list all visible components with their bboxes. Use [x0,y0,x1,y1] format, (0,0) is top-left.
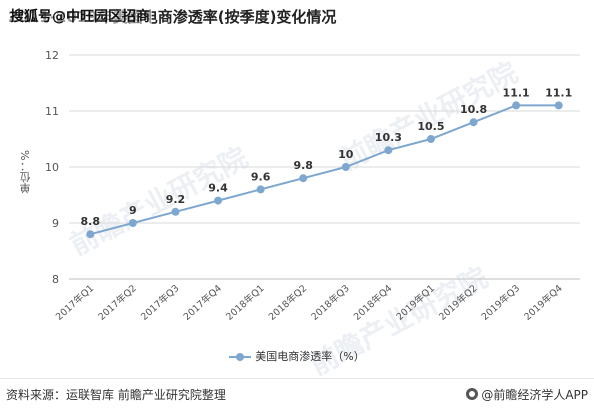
source-watermark: 搜狐号@中旺园区招商 [8,6,152,26]
credit-icon [466,388,479,400]
data-point [384,146,393,155]
data-point [554,101,563,110]
y-tick-label: 12 [45,49,59,62]
data-point [512,101,521,110]
legend-swatch [229,352,252,362]
data-label: 11.1 [545,86,572,99]
data-point [469,118,478,127]
data-point [426,135,435,143]
x-tick-label: 2018年Q2 [266,282,309,323]
data-label: 9.6 [251,170,271,183]
data-label: 10 [338,148,354,161]
footer: 资料来源：运联智库 前瞻产业研究院整理 @前瞻经济学人APP [0,378,594,412]
data-label: 9.2 [166,193,186,206]
data-label: 10.8 [460,103,487,116]
x-tick-label: 2019年Q2 [436,282,479,323]
y-axis-label: 单位：% [19,150,32,194]
x-tick-label: 2019年Q3 [479,282,522,323]
y-tick-label: 11 [45,105,59,118]
x-tick-label: 2017年Q2 [96,282,139,323]
y-tick-label: 9 [52,217,59,230]
x-tick-label: 2018年Q4 [351,282,394,323]
data-point [299,174,308,183]
credit-text: @前瞻经济学人APP [466,386,588,403]
y-tick-label: 10 [45,161,59,174]
data-point [128,219,137,227]
x-tick-label: 2019年Q4 [522,282,565,323]
x-tick-label: 2018年Q3 [309,282,352,323]
credit-label: @前瞻经济学人APP [481,388,588,402]
x-tick-label: 2017年Q1 [53,282,96,323]
y-tick-label: 8 [52,273,59,286]
data-point [86,230,95,239]
data-point [214,196,223,205]
x-tick-label: 2017年Q4 [181,282,224,323]
data-point [171,207,180,216]
legend: 美国电商渗透率（%） [0,348,594,364]
data-label: 9.8 [293,159,313,172]
source-text: 资料来源：运联智库 前瞻产业研究院整理 [6,388,226,402]
data-label: 10.3 [375,131,402,144]
data-label: 10.5 [417,120,444,133]
data-label: 9.4 [208,182,228,195]
x-tick-label: 2019年Q1 [394,282,437,323]
series-line [90,104,559,236]
legend-label: 美国电商渗透率（%） [255,350,365,363]
data-point [341,163,350,171]
x-tick-label: 2018年Q1 [224,282,267,323]
data-label: 9 [129,204,137,217]
data-label: 11.1 [503,86,530,99]
data-point [256,185,265,194]
x-tick-label: 2017年Q3 [138,282,181,323]
data-label: 8.8 [81,215,101,228]
